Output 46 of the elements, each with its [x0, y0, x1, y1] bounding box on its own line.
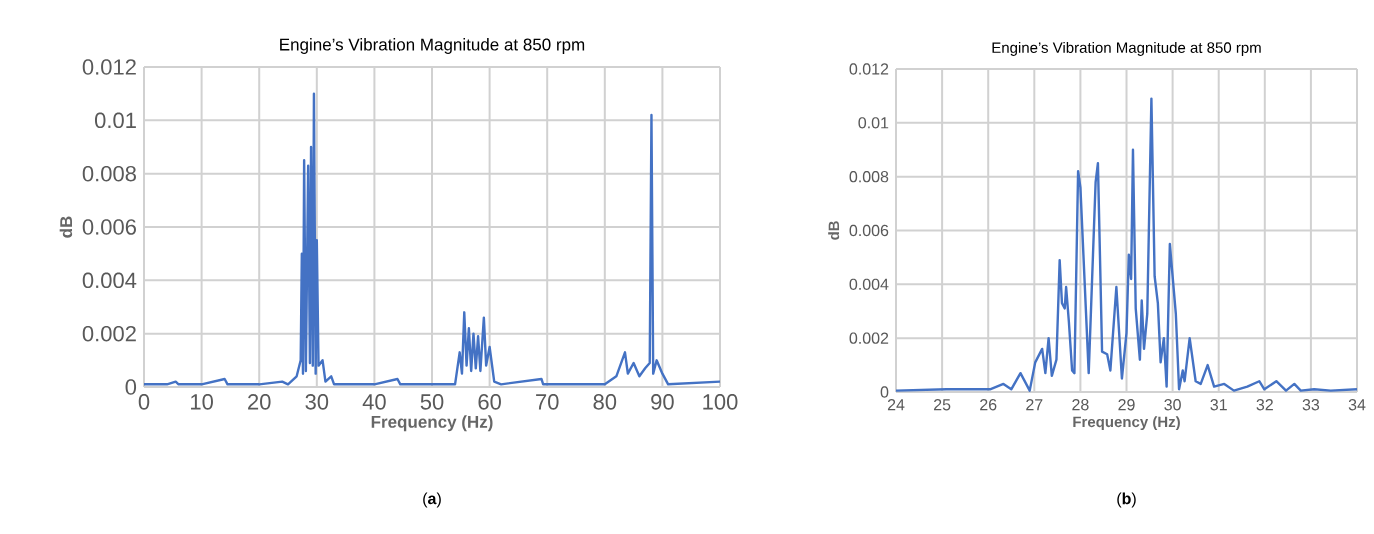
x-tick-label: 20 — [248, 394, 271, 410]
text: (a) — [423, 492, 441, 508]
x-tick-label: 24 — [887, 399, 905, 411]
x-tick-label: 27 — [1026, 399, 1043, 411]
text: (b) — [1117, 492, 1136, 508]
x-tick-label: 29 — [1118, 399, 1135, 411]
x-tick-label: 60 — [478, 394, 501, 410]
y-axis-title: dB — [59, 216, 73, 238]
x-axis-title: Frequency (Hz) — [371, 415, 493, 432]
y-axis-title: dB — [828, 221, 840, 240]
y-tick-label: 0.008 — [82, 165, 136, 182]
y-tick-label: 0.004 — [82, 272, 137, 289]
y-tick-label: 0 — [125, 379, 137, 395]
x-tick-label: 26 — [980, 399, 997, 411]
x-tick-label: 30 — [1164, 399, 1181, 411]
x-tick-label: 28 — [1072, 399, 1089, 411]
y-tick-label: 0.012 — [849, 63, 889, 75]
x-tick-label: 25 — [934, 399, 951, 411]
x-tick-label: 10 — [191, 394, 213, 410]
y-tick-label: 0 — [880, 386, 889, 398]
y-tick-label: 0.008 — [849, 171, 889, 183]
x-tick-label: 30 — [305, 394, 329, 410]
line-series — [142, 92, 722, 386]
x-tick-label: 33 — [1302, 399, 1320, 411]
y-tick-label: 0.006 — [82, 219, 136, 235]
chart-title: Engine’s Vibration Magnitude at 850 rpm — [280, 38, 585, 54]
x-tick-label: 50 — [420, 394, 444, 410]
x-tick-label: 70 — [536, 394, 559, 410]
x-tick-label: 34 — [1348, 399, 1366, 411]
x-tick-label: 0 — [138, 394, 150, 410]
y-tick-label: 0.002 — [849, 332, 889, 344]
y-tick-label: 0.012 — [82, 59, 136, 75]
x-tick-label: 31 — [1210, 399, 1227, 411]
chart-title: Engine’s Vibration Magnitude at 850 rpm — [992, 41, 1261, 56]
y-tick-label: 0.01 — [858, 117, 889, 129]
y-tick-label: 0.002 — [82, 325, 136, 342]
line-series — [894, 97, 1359, 392]
x-tick-label: 90 — [651, 394, 674, 410]
x-tick-label: 80 — [593, 394, 617, 410]
y-tick-label: 0.006 — [849, 224, 889, 237]
x-tick-label: 100 — [703, 394, 738, 410]
y-tick-label: 0.01 — [94, 112, 136, 129]
y-tick-label: 0.004 — [849, 278, 889, 290]
x-tick-label: 32 — [1256, 399, 1273, 411]
x-tick-label: 40 — [362, 394, 386, 410]
x-axis-title: Frequency (Hz) — [1073, 416, 1180, 431]
